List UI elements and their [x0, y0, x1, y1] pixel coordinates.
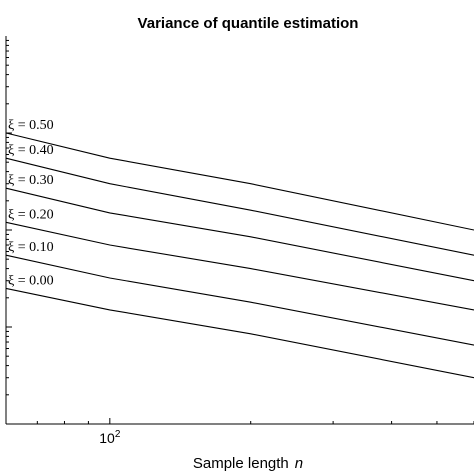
x-axis-label: Sample length n — [193, 455, 303, 472]
series-layer — [5, 132, 474, 379]
x-tick-label: 102 — [99, 429, 121, 446]
series-line — [5, 132, 474, 231]
series-line — [5, 157, 474, 256]
series-line — [5, 221, 474, 311]
series-label: ξ = 0.50 — [8, 118, 54, 133]
series-label: ξ = 0.00 — [8, 273, 54, 288]
x-tick-labels: 102 — [99, 429, 121, 446]
plot-axes — [5, 36, 474, 425]
series-label: ξ = 0.40 — [8, 143, 54, 158]
chart-title: Variance of quantile estimation — [138, 15, 359, 32]
series-label: ξ = 0.30 — [8, 173, 54, 188]
series-label: ξ = 0.20 — [8, 207, 54, 222]
curve-labels: ξ = 0.50 ξ = 0.40 ξ = 0.30 ξ = 0.20 ξ = 0.10… — [8, 118, 54, 288]
series-line — [5, 187, 474, 282]
series-label: ξ = 0.10 — [8, 240, 54, 255]
series-line — [5, 287, 474, 379]
series-line — [5, 254, 474, 346]
